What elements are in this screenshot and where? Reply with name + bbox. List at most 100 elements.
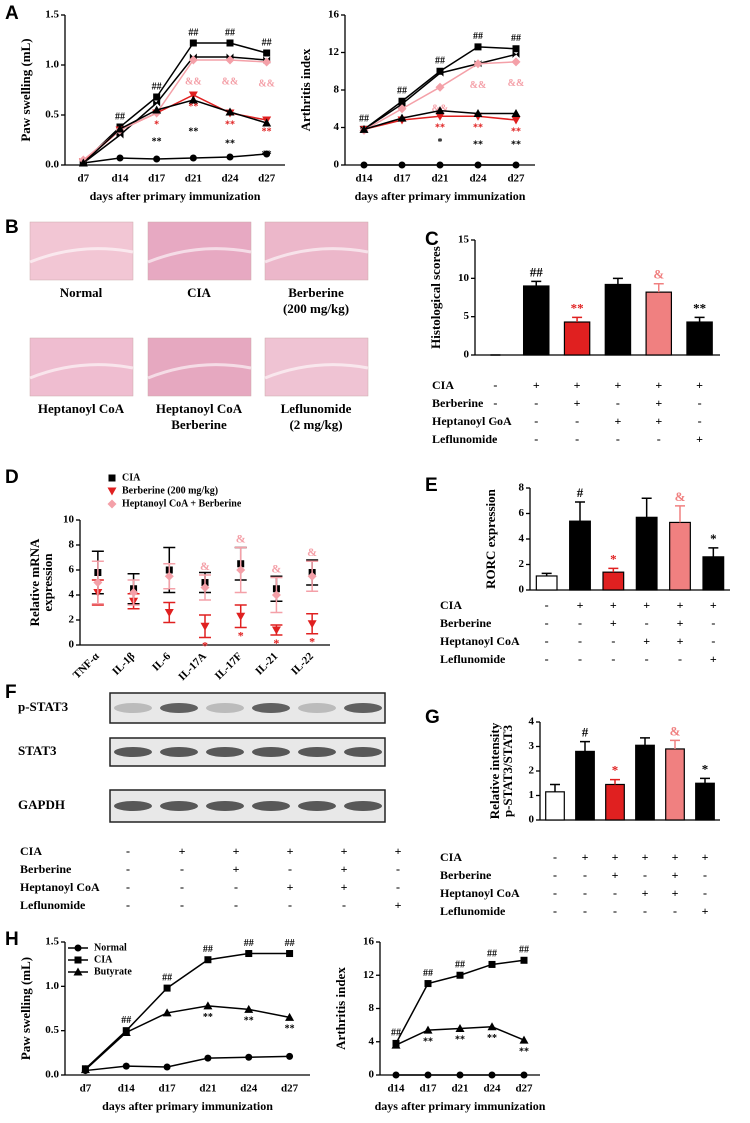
data-point (244, 1004, 254, 1013)
data-point (225, 107, 235, 116)
condition-sign: - (180, 898, 184, 912)
significance-mark: ## (359, 114, 369, 125)
data-point (436, 67, 444, 75)
condition-sign: + (710, 598, 717, 612)
condition-sign: - (703, 886, 707, 900)
y-tick-label: 1.0 (45, 59, 59, 71)
tissue-texture (29, 363, 134, 380)
data-point (474, 43, 482, 51)
x-tick-label: d14 (355, 173, 373, 185)
data-point (236, 612, 246, 621)
data-point (520, 956, 528, 964)
significance-mark: ** (244, 1016, 254, 1027)
series-line (82, 99, 267, 164)
blot-band (252, 747, 290, 757)
condition-sign: + (533, 378, 540, 392)
condition-sign: + (341, 880, 348, 894)
data-point (236, 565, 246, 575)
tissue-texture (264, 363, 369, 380)
condition-sign: - (288, 862, 292, 876)
condition-sign: + (710, 652, 717, 666)
significance-mark: ## (121, 1015, 131, 1026)
blot-band (206, 747, 244, 757)
significance-mark: & (236, 531, 246, 545)
condition-sign: + (287, 844, 294, 858)
significance-mark: ## (397, 86, 407, 97)
blot-band (114, 703, 152, 713)
panel-letter: B (5, 217, 19, 238)
condition-sign: - (493, 378, 497, 392)
condition-name: Leflunomide (440, 904, 506, 918)
x-tick-label: d21 (199, 1083, 216, 1095)
significance-mark: ** (435, 123, 445, 134)
y-axis-label: Arthritis index (298, 48, 313, 131)
condition-sign: - (645, 616, 649, 630)
significance-mark: && (185, 76, 202, 87)
data-point (487, 1022, 497, 1031)
condition-sign: + (610, 616, 617, 630)
y-tick-label: 8 (519, 482, 525, 494)
x-tick-label: IL-17A (176, 650, 209, 683)
significance-mark: ## (188, 27, 198, 38)
error-bar (572, 316, 583, 323)
condition-sign: - (643, 868, 647, 882)
blot-frame (109, 692, 386, 724)
condition-sign: + (643, 598, 650, 612)
image-label: CIA (187, 285, 211, 300)
data-point (116, 131, 124, 139)
condition-sign: + (614, 378, 621, 392)
panel-letter: G (425, 707, 440, 728)
data-point (262, 57, 272, 67)
blot-label: p-STAT3 (18, 699, 69, 714)
y-tick-label: 8 (369, 1002, 375, 1014)
significance-mark: ## (203, 944, 213, 955)
panel-letter: H (5, 929, 19, 950)
significance-mark: ** (203, 1012, 213, 1023)
data-point (511, 57, 521, 67)
condition-sign: - (698, 414, 702, 428)
tissue-texture (29, 247, 134, 264)
blot-band (252, 703, 290, 713)
significance-mark: ## (423, 968, 433, 979)
data-point (271, 590, 281, 600)
condition-sign: + (612, 868, 619, 882)
x-tick-label: d17 (148, 173, 166, 185)
condition-sign: - (126, 862, 130, 876)
condition-sign: + (395, 898, 402, 912)
condition-name: CIA (20, 844, 42, 858)
condition-sign: - (180, 862, 184, 876)
data-point (512, 45, 520, 53)
image-label: Heptanoyl CoA (156, 401, 243, 416)
error-bar (612, 277, 623, 285)
data-point (423, 1025, 433, 1034)
tissue-texture (147, 247, 252, 264)
significance-mark: ** (511, 140, 521, 151)
condition-sign: - (575, 432, 579, 446)
significance-mark: ## (530, 264, 544, 279)
data-point (189, 154, 197, 162)
error-bar (700, 777, 710, 784)
blot-band (160, 703, 198, 713)
y-tick-label: 10 (63, 514, 75, 526)
data-point (456, 971, 464, 979)
significance-mark: * (273, 636, 279, 650)
data-point (200, 583, 210, 592)
significance-mark: ** (571, 300, 584, 315)
y-tick-label: 10 (458, 272, 470, 284)
condition-sign: - (673, 904, 677, 918)
y-tick-label: 0 (334, 159, 340, 171)
significance-mark: ** (423, 1036, 433, 1047)
condition-sign: + (702, 850, 709, 864)
condition-sign: - (678, 652, 682, 666)
significance-mark: * (438, 137, 443, 148)
data-point (455, 1023, 465, 1032)
y-tick-label: 4 (69, 589, 75, 601)
significance-mark: ## (435, 56, 445, 67)
data-point (512, 50, 520, 58)
condition-sign: - (703, 868, 707, 882)
significance-mark: ## (391, 1028, 401, 1039)
data-point (245, 950, 253, 958)
significance-mark: * (154, 119, 159, 130)
y-tick-label: 4 (529, 716, 535, 728)
condition-sign: - (553, 886, 557, 900)
